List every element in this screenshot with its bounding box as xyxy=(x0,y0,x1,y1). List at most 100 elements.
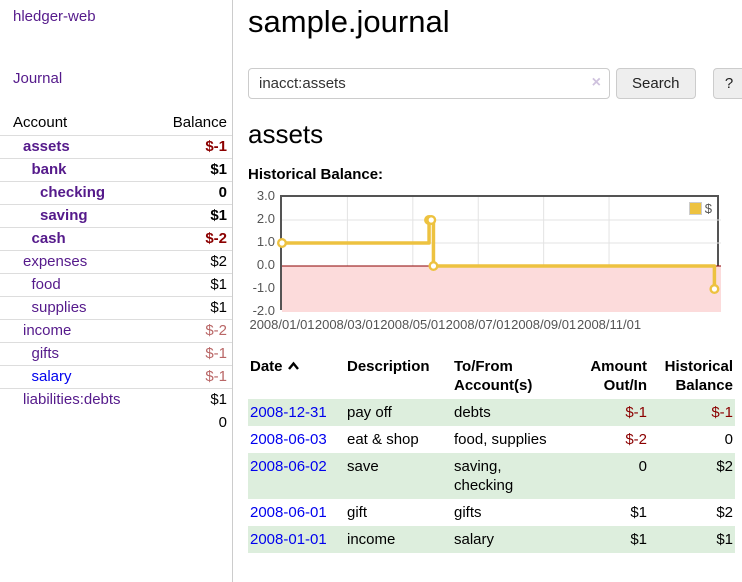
account-row: checking 0 xyxy=(0,181,232,205)
account-balance: $1 xyxy=(145,158,232,182)
account-balance: $-1 xyxy=(145,365,232,389)
account-link-bank[interactable]: bank xyxy=(31,161,67,178)
account-balance: $1 xyxy=(145,296,232,320)
x-axis-tick: 2008/05/01 xyxy=(380,317,446,332)
accounts-header-account: Account xyxy=(0,111,146,136)
account-link-food[interactable]: food xyxy=(31,276,61,293)
transaction-description: pay off xyxy=(345,399,452,426)
accounts-header-balance: Balance xyxy=(145,111,232,136)
account-balance: $-1 xyxy=(145,342,232,366)
account-row: cash $-2 xyxy=(0,227,232,251)
historical-balance-chart: $ 3.0 2.0 1.0 0.0 -1.0 -2.0 2008/01/01 2008/03/… xyxy=(248,189,721,339)
account-link-saving[interactable]: saving xyxy=(40,207,88,224)
account-row: supplies $1 xyxy=(0,296,232,320)
account-row: bank $1 xyxy=(0,158,232,182)
transaction-accounts: saving, checking xyxy=(452,453,565,499)
x-axis-tick: 2008/11/01 xyxy=(576,317,642,332)
y-axis-tick: 3.0 xyxy=(256,188,275,203)
transaction-description: eat & shop xyxy=(347,431,419,448)
sidebar: hledger-web Journal Account Balance asse… xyxy=(0,0,233,582)
register-row: 2008-01-01 income salary $1 $1 xyxy=(248,526,735,553)
transaction-date-link[interactable]: 2008-06-03 xyxy=(250,431,327,448)
transaction-date-link[interactable]: 2008-06-02 xyxy=(250,458,327,475)
brand-link[interactable]: hledger-web xyxy=(13,8,96,25)
register-row: 2008-06-02 save saving, checking 0 $2 xyxy=(248,453,735,499)
transaction-date-link[interactable]: 2008-01-01 xyxy=(250,531,327,548)
chart-legend: $ xyxy=(686,200,714,217)
account-balance: 0 xyxy=(145,181,232,205)
y-axis-tick: 1.0 xyxy=(256,234,275,249)
account-balance: $1 xyxy=(145,204,232,228)
register-header-date[interactable]: Date xyxy=(248,355,345,399)
transaction-accounts: food, supplies xyxy=(454,431,547,448)
transaction-balance: 0 xyxy=(724,431,733,448)
transaction-accounts: debts xyxy=(452,399,565,426)
account-balance: $1 xyxy=(145,273,232,297)
register-row: 2008-06-01 gift gifts $1 $2 xyxy=(248,499,735,526)
register-header-accounts[interactable]: To/From Account(s) xyxy=(454,358,533,394)
x-axis-tick: 2008/07/01 xyxy=(445,317,511,332)
account-link-gifts[interactable]: gifts xyxy=(31,345,60,362)
accounts-table: Account Balance assets $-1 bank $1 checking 0… xyxy=(0,111,232,434)
transaction-balance: $-1 xyxy=(649,399,735,426)
account-row: liabilities:debts $1 xyxy=(0,388,232,411)
accounts-total-value: 0 xyxy=(218,414,227,431)
account-link-income[interactable]: income xyxy=(23,322,72,339)
transaction-description: save xyxy=(345,453,452,499)
account-balance: $-1 xyxy=(205,138,227,155)
account-heading: assets xyxy=(248,119,324,149)
account-link-assets[interactable]: assets xyxy=(23,138,70,155)
account-link-supplies[interactable]: supplies xyxy=(31,299,87,316)
y-axis-tick: -2.0 xyxy=(252,303,275,318)
account-link-salary[interactable]: salary xyxy=(31,368,72,385)
account-balance: $2 xyxy=(145,250,232,274)
account-row: expenses $2 xyxy=(0,250,232,274)
account-balance: $-2 xyxy=(145,319,232,343)
account-link-cash[interactable]: cash xyxy=(31,230,66,247)
search-button[interactable]: Search xyxy=(616,68,696,99)
nav-journal-link[interactable]: Journal xyxy=(13,70,63,87)
legend-swatch xyxy=(688,202,702,215)
transaction-amount: $1 xyxy=(565,526,649,553)
account-link-expenses[interactable]: expenses xyxy=(23,253,88,270)
chart-plot-area: $ xyxy=(277,195,721,312)
y-axis-tick: 0.0 xyxy=(256,257,275,272)
transaction-amount: $-1 xyxy=(565,399,649,426)
account-balance: $-2 xyxy=(145,227,232,251)
transaction-date-link[interactable]: 2008-06-01 xyxy=(250,504,327,521)
legend-label: $ xyxy=(704,201,712,216)
transaction-description: gift xyxy=(347,504,368,521)
account-row: food $1 xyxy=(0,273,232,297)
register-header-balance[interactable]: Historical Balance xyxy=(664,358,733,394)
transaction-balance: $2 xyxy=(716,504,733,521)
register-header-amount[interactable]: Amount Out/In xyxy=(590,358,647,394)
account-row: salary $-1 xyxy=(0,365,232,389)
y-axis-tick: -1.0 xyxy=(252,280,275,295)
register-row: 2008-12-31 pay off debts $-1 $-1 xyxy=(248,399,735,426)
transaction-date-link[interactable]: 2008-12-31 xyxy=(250,404,327,421)
page-title: sample.journal xyxy=(248,4,450,39)
chart-heading: Historical Balance: xyxy=(248,166,384,183)
transaction-balance: $1 xyxy=(649,526,735,553)
transaction-description: income xyxy=(345,526,452,553)
transaction-accounts: salary xyxy=(452,526,565,553)
account-link-liabilities-debts[interactable]: liabilities:debts xyxy=(23,391,121,408)
search-form: × Search ? xyxy=(248,68,742,99)
account-row: gifts $-1 xyxy=(0,342,232,366)
register-table: Date Description To/From Account(s) Amou… xyxy=(248,355,735,553)
transaction-amount: 0 xyxy=(565,453,649,499)
x-axis-tick: 2008/09/01 xyxy=(511,317,577,332)
help-button[interactable]: ? xyxy=(712,68,742,99)
chart-canvas xyxy=(277,197,721,312)
clear-search-icon[interactable]: × xyxy=(591,74,601,91)
x-axis-tick: 2008/01/01 xyxy=(249,317,315,332)
transaction-amount: $1 xyxy=(630,504,647,521)
y-axis-tick: 2.0 xyxy=(256,211,275,226)
account-balance: $1 xyxy=(145,388,232,411)
account-link-checking[interactable]: checking xyxy=(40,184,106,201)
register-header-description[interactable]: Description xyxy=(347,358,430,375)
search-input[interactable] xyxy=(248,68,610,99)
transaction-balance: $2 xyxy=(649,453,735,499)
account-row: income $-2 xyxy=(0,319,232,343)
